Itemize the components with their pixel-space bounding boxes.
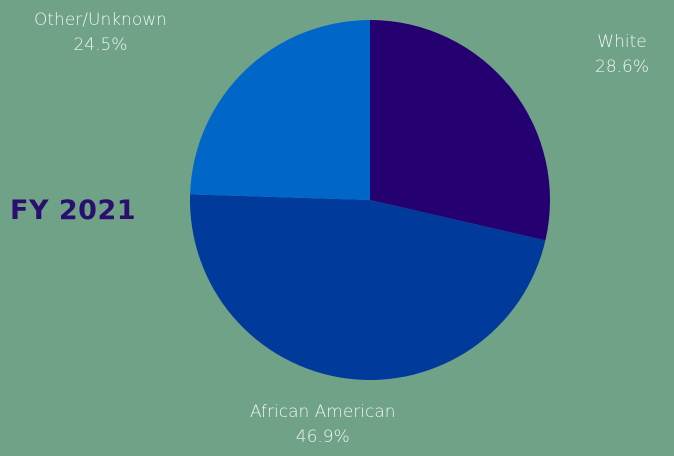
slice-label-value: 24.5% <box>73 35 128 55</box>
slice-label-value: 46.9% <box>295 427 350 447</box>
chart-title: FY 2021 <box>10 195 137 226</box>
slice-label-african-american: African American 46.9% <box>250 400 396 450</box>
slice-label-name: White <box>597 32 647 52</box>
slice-label-name: Other/Unknown <box>34 10 167 30</box>
slice-label-name: African American <box>250 402 396 422</box>
slice-label-white: White 28.6% <box>595 30 649 80</box>
pie-slice-other-unknown <box>190 20 370 200</box>
slice-label-other-unknown: Other/Unknown 24.5% <box>34 8 167 58</box>
pie-slice-african-american <box>190 194 546 380</box>
pie-chart <box>190 20 550 380</box>
slice-label-value: 28.6% <box>595 57 650 77</box>
pie-slice-white <box>370 20 550 241</box>
